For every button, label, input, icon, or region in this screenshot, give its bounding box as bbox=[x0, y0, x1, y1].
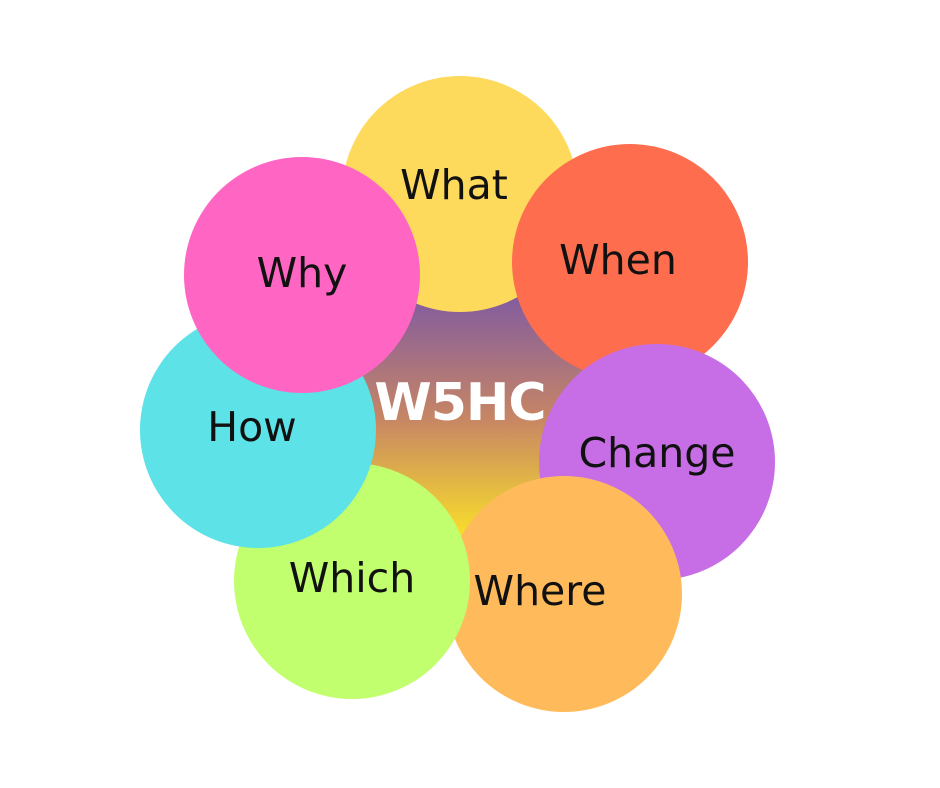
center-label: W5HC bbox=[374, 373, 546, 433]
petal-where-label: Where bbox=[473, 566, 607, 615]
petal-when: When bbox=[512, 144, 748, 380]
petal-why-label: Why bbox=[256, 248, 348, 297]
petal-which-label: Which bbox=[288, 553, 416, 602]
petal-change-label: Change bbox=[578, 428, 736, 477]
petal-how-label: How bbox=[207, 402, 297, 451]
petal-why: Why bbox=[184, 157, 420, 393]
petal-what-label: What bbox=[400, 160, 508, 209]
petal-where: Where bbox=[446, 476, 682, 712]
petal-when-label: When bbox=[559, 235, 677, 284]
